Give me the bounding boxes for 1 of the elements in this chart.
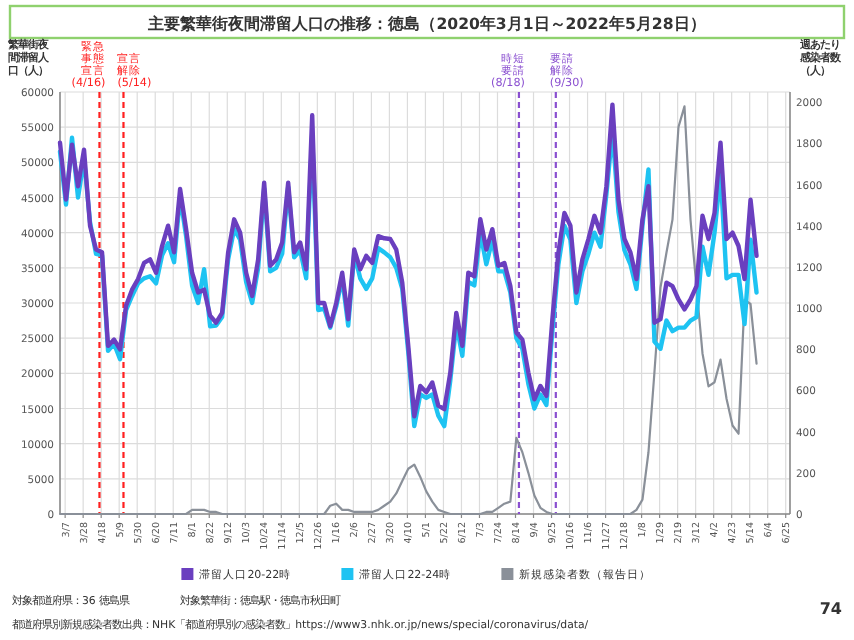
annotation: 74 [819,600,842,618]
